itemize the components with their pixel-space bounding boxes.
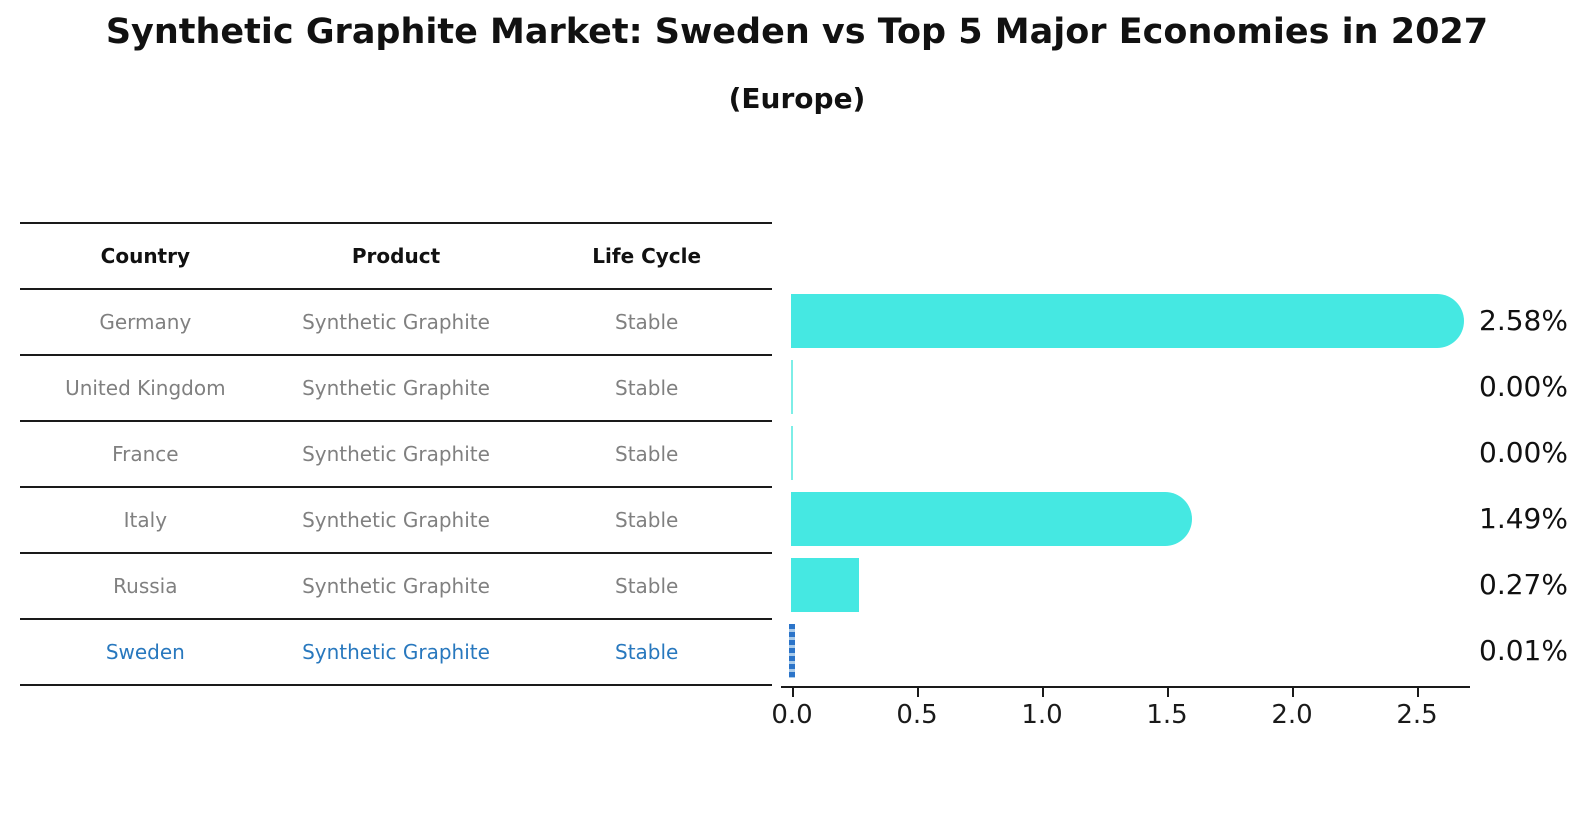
cell-life-cycle: Stable [615,640,679,664]
bar-italy [791,492,1192,546]
page-title: Synthetic Graphite Market: Sweden vs Top… [105,12,1489,52]
bar-value-label-france: 0.00% [1479,436,1568,469]
cell-country: United Kingdom [65,376,226,400]
table-header-row: Country Product Life Cycle [20,224,772,290]
cell-product: Synthetic Graphite [302,310,490,334]
cell-country: Russia [113,574,178,598]
x-tick-label: 2.5 [1396,700,1438,730]
cell-life-cycle: Stable [615,442,679,466]
x-axis-tick [917,688,919,697]
x-tick-label: 1.0 [1021,700,1063,730]
cell-product: Synthetic Graphite [302,508,490,532]
bar-sweden [789,624,795,678]
bar-germany [791,294,1464,348]
cell-life-cycle: Stable [615,574,679,598]
x-tick-label: 1.5 [1146,700,1188,730]
cell-product: Synthetic Graphite [302,376,490,400]
cell-product: Synthetic Graphite [302,640,490,664]
cell-country: Germany [99,310,192,334]
bar-value-label-sweden: 0.01% [1479,634,1568,667]
column-header-country: Country [100,244,191,268]
table-row-united-kingdom: United Kingdom Synthetic Graphite Stable [20,356,772,422]
cell-country: Italy [123,508,168,532]
x-tick-label: 0.5 [896,700,938,730]
column-header-life-cycle: Life Cycle [592,244,702,268]
table-row-germany: Germany Synthetic Graphite Stable [20,290,772,356]
x-tick-label: 2.0 [1271,700,1313,730]
table-row-russia: Russia Synthetic Graphite Stable [20,554,772,620]
bar-united-kingdom [791,360,793,414]
x-axis-tick [792,688,794,697]
cell-product: Synthetic Graphite [302,574,490,598]
bar-france [791,426,793,480]
x-axis-tick [1417,688,1419,697]
bar-chart: 0.0 0.5 1.0 1.5 2.0 2.5 [771,222,1470,730]
page-subtitle: (Europe) [728,82,866,115]
country-table: Country Product Life Cycle Germany Synth… [20,222,772,686]
x-tick-label: 0.0 [771,700,813,730]
cell-country: France [112,442,179,466]
bar-value-label-russia: 0.27% [1479,568,1568,601]
x-axis-tick [1167,688,1169,697]
cell-life-cycle: Stable [615,376,679,400]
bar-value-label-germany: 2.58% [1479,304,1568,337]
cell-country: Sweden [105,640,185,664]
bar-value-label-united-kingdom: 0.00% [1479,370,1568,403]
column-header-product: Product [351,244,441,268]
cell-life-cycle: Stable [615,508,679,532]
table-row-france: France Synthetic Graphite Stable [20,422,772,488]
bar-value-label-italy: 1.49% [1479,502,1568,535]
x-axis-line [781,686,1470,688]
bar-russia [791,558,859,612]
x-axis-tick [1042,688,1044,697]
table-row-sweden: Sweden Synthetic Graphite Stable [20,620,772,686]
table-row-italy: Italy Synthetic Graphite Stable [20,488,772,554]
cell-life-cycle: Stable [615,310,679,334]
x-axis-tick [1292,688,1294,697]
cell-product: Synthetic Graphite [302,442,490,466]
